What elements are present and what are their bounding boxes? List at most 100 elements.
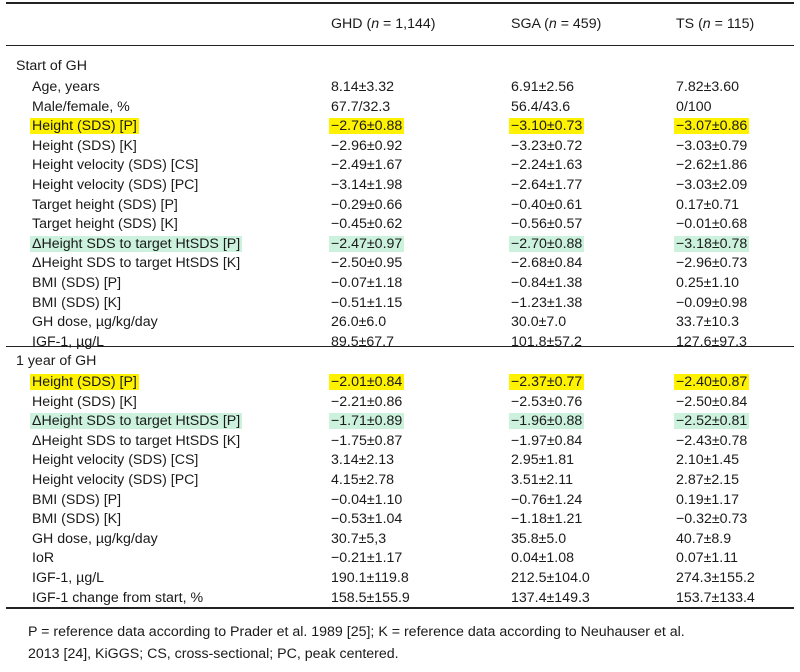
table-row: BMI (SDS) [P] −0.04±1.10 −0.76±1.24 0.19±1.… [6,490,794,510]
cell-ts: −2.40±0.87 [674,372,750,392]
row-label-cell: Height (SDS) [P] [30,372,139,392]
row-label: ΔHeight SDS to target HtSDS [K] [32,432,241,449]
row-label: Height (SDS) [P] [30,118,139,135]
cell-value: −2.50±0.84 [676,393,748,410]
cell-ts: 274.3±155.2 [676,568,755,588]
row-label: BMI (SDS) [P] [32,275,122,291]
row-label-cell: BMI (SDS) [P] [32,273,121,293]
cell-sga: −3.23±0.72 [511,136,582,156]
table-row: Age, years 8.14±3.32 6.91±2.56 7.82±3.60 [6,77,794,97]
cell-ts: 2.87±2.15 [676,470,739,490]
column-header-n: n [548,16,557,32]
row-label-cell: Height (SDS) [K] [32,136,137,156]
cell-sga: 137.4±149.3 [511,588,590,608]
cell-sga: −0.76±1.24 [511,490,582,510]
table-row: Height (SDS) [K] −2.21±0.86 −2.53±0.76 −2.5… [6,392,794,412]
row-label: Height velocity (SDS) [CS] [32,157,199,174]
cell-value: 89.5±67.7 [331,333,395,350]
cell-value: −1.18±1.21 [511,511,583,528]
cell-sga: −1.18±1.21 [511,509,582,529]
cell-ghd: −2.47±0.97 [329,234,405,254]
table-row: ΔHeight SDS to target HtSDS [K] −2.50±0.9… [6,253,794,273]
cell-sga: −2.24±1.63 [511,155,582,175]
cell-value: −3.07±0.86 [674,118,750,135]
cell-value: 101.8±57.2 [511,333,582,350]
cell-sga: −2.70±0.88 [509,234,585,254]
row-label-cell: GH dose, µg/kg/day [32,312,158,332]
cell-ts: −0.01±0.68 [676,214,747,234]
cell-ghd: −1.71±0.89 [329,411,405,431]
table-header-row: GHD (n = 1,144) SGA (n = 459) TS (n = 115) [6,14,794,34]
cell-sga: −0.84±1.38 [511,273,582,293]
cell-sga: −1.97±0.84 [511,431,582,451]
cell-ghd: 30.7±5,3 [331,529,386,549]
cell-value: 137.4±149.3 [511,589,590,606]
footnote-line-2: 2013 [24], KiGGS; CS, cross-sectional; P… [28,646,399,662]
cell-value: −3.23±0.72 [511,137,583,154]
cell-value: −2.50±0.95 [331,255,403,272]
column-header-n: n [702,16,711,32]
table-row: IGF-1, µg/L 89.5±67.7 101.8±57.2 127.6±97.3 [6,332,794,352]
table-row: Target height (SDS) [P] −0.29±0.66 −0.40±0… [6,195,794,215]
row-label-cell: BMI (SDS) [K] [32,509,121,529]
row-label: Height velocity (SDS) [CS] [32,452,199,469]
cell-ts: 0.07±1.11 [676,548,738,568]
cell-value: −3.03±0.79 [676,137,748,154]
cell-ghd: 158.5±155.9 [331,588,410,608]
cell-value: 0.19±1.17 [676,491,740,508]
cell-value: −0.53±1.04 [331,511,403,528]
table-row: ΔHeight SDS to target HtSDS [P] −1.71±0.8… [6,411,794,431]
cell-value: −1.96±0.88 [509,413,585,430]
row-label-cell: ΔHeight SDS to target HtSDS [P] [30,234,243,254]
table-bottom-rule [6,607,794,609]
table-row: ΔHeight SDS to target HtSDS [P] −2.47±0.9… [6,234,794,254]
row-label: Male/female, % [32,98,130,115]
cell-value: 2.10±1.45 [676,452,740,469]
cell-value: −2.68±0.84 [511,255,583,272]
cell-sga: −2.53±0.76 [511,392,582,412]
cell-sga: −0.56±0.57 [511,214,582,234]
header-rule [6,45,794,46]
cell-ts: 0.19±1.17 [676,490,739,510]
cell-ghd: −2.96±0.92 [331,136,402,156]
cell-ts: −3.18±0.78 [674,234,750,254]
row-label-cell: Height velocity (SDS) [CS] [32,155,198,175]
cell-value: −2.24±1.63 [511,157,583,174]
cell-value: −2.70±0.88 [509,235,585,252]
column-header-count: = 115) [710,16,755,32]
cell-value: 127.6±97.3 [676,333,747,350]
row-label-cell: Target height (SDS) [P] [32,195,178,215]
cell-value: −2.96±0.73 [676,255,748,272]
table-row: Height velocity (SDS) [PC] 4.15±2.78 3.51±… [6,470,794,490]
cell-value: −2.37±0.77 [509,374,585,390]
cell-ghd: −2.01±0.84 [329,372,405,392]
cell-value: −2.40±0.87 [674,374,750,390]
cell-value: 35.8±5.0 [511,530,567,547]
cell-value: −0.40±0.61 [511,196,583,213]
cell-value: 212.5±104.0 [511,570,590,586]
table-row: GH dose, µg/kg/day 30.7±5,3 35.8±5.0 40.7±8… [6,529,794,549]
cell-ghd: −2.50±0.95 [331,253,402,273]
cell-ghd: −0.53±1.04 [331,509,402,529]
column-header-ts: TS (n = 115) [676,14,754,34]
row-label: Height (SDS) [K] [32,137,137,154]
cell-value: −2.01±0.84 [329,374,405,390]
cell-ts: 33.7±10.3 [676,312,739,332]
cell-value: −0.51±1.15 [331,294,403,311]
section-title-text: 1 year of GH [16,353,97,369]
table-row: IGF-1 change from start, % 158.5±155.9 137… [6,588,794,608]
row-label-cell: GH dose, µg/kg/day [32,529,158,549]
cell-value: −0.84±1.38 [511,275,583,291]
table-footnote: P = reference data according to Prader e… [28,621,788,665]
table-row: IGF-1, µg/L 190.1±119.8 212.5±104.0 274.3±1… [6,568,794,588]
cell-sga: 30.0±7.0 [511,312,566,332]
cell-ghd: −0.04±1.10 [331,490,402,510]
cell-ghd: 26.0±6.0 [331,312,386,332]
cell-sga: 35.8±5.0 [511,529,566,549]
cell-ghd: −1.75±0.87 [331,431,402,451]
cell-ts: 153.7±133.4 [676,588,755,608]
cell-value: −2.96±0.92 [331,137,403,154]
row-label-cell: Age, years [32,77,100,97]
cell-value: −2.62±1.86 [676,157,748,174]
row-label: GH dose, µg/kg/day [32,530,158,547]
